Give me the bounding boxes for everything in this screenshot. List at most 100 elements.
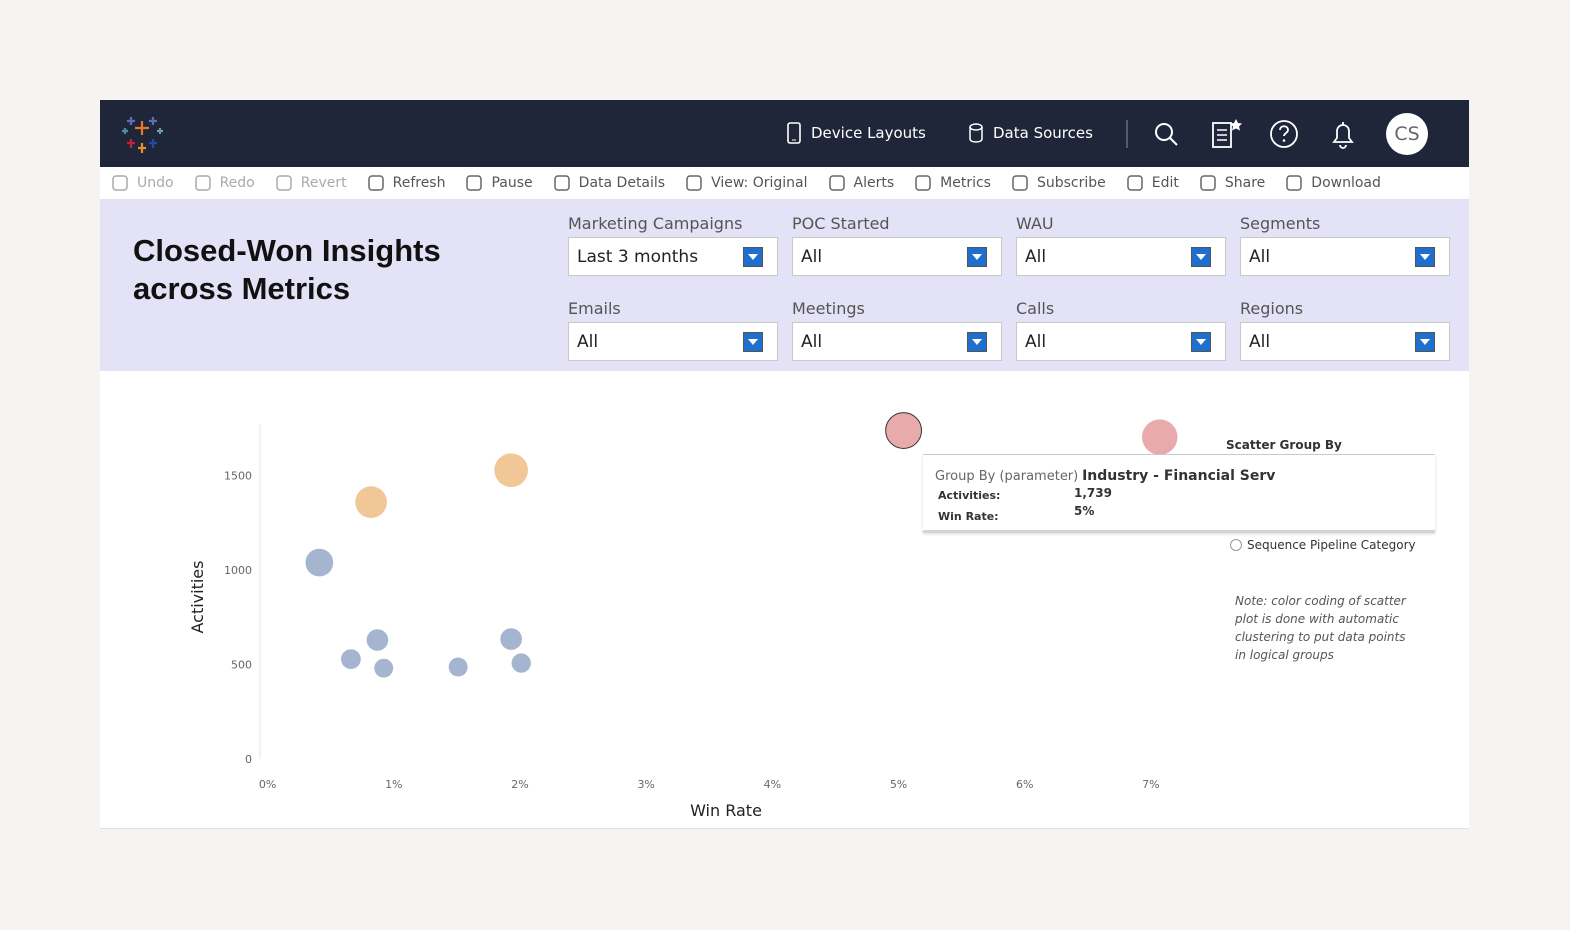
- toolbar-icon: [686, 175, 702, 191]
- dropdown-button[interactable]: [967, 247, 987, 267]
- arrow: [748, 339, 758, 345]
- toolbar: Undo Redo Revert Refresh Pause Data Details Vi…: [100, 167, 1469, 199]
- filter-dropdown[interactable]: All: [1240, 237, 1450, 276]
- help-icon[interactable]: [1268, 118, 1300, 150]
- toolbar-item[interactable]: Alerts: [827, 173, 895, 193]
- arrow: [1420, 339, 1430, 345]
- filter: Calls All: [1016, 299, 1226, 361]
- toolbar-icon: [553, 175, 570, 191]
- dropdown-button[interactable]: [1191, 332, 1211, 352]
- logo[interactable]: [122, 115, 166, 155]
- dropdown-button[interactable]: [967, 332, 987, 352]
- filter-value: All: [1249, 246, 1271, 267]
- data-point: [341, 649, 361, 669]
- toolbar-label: Edit: [1151, 175, 1179, 191]
- toolbar-icon: [112, 175, 128, 191]
- data-point: [500, 628, 522, 650]
- toolbar-item[interactable]: Metrics: [913, 173, 991, 193]
- toolbar-item[interactable]: Download: [1284, 173, 1381, 193]
- avatar[interactable]: CS: [1386, 113, 1428, 155]
- data-point: [355, 486, 387, 518]
- toolbar-item[interactable]: Edit: [1125, 173, 1179, 193]
- dropdown-button[interactable]: [1415, 247, 1435, 267]
- toolbar-icon: [828, 175, 845, 191]
- x-tick-label: 1%: [385, 778, 402, 791]
- tooltip-row-value: 1,739: [1074, 486, 1112, 500]
- tooltip: Group By (parameter) Industry - Financia…: [923, 455, 1435, 533]
- filter-label: Calls: [1016, 299, 1055, 318]
- arrow: [972, 339, 982, 345]
- toolbar-label: Download: [1311, 175, 1381, 191]
- x-tick-label: 3%: [637, 778, 654, 791]
- dropdown-button[interactable]: [743, 332, 763, 352]
- toolbar-item[interactable]: Subscribe: [1010, 173, 1106, 193]
- filter: Segments All: [1240, 214, 1450, 276]
- x-tick-label: 6%: [1016, 778, 1033, 791]
- toolbar-item[interactable]: Share: [1198, 173, 1265, 193]
- filter-dropdown[interactable]: All: [568, 322, 778, 361]
- toolbar-item[interactable]: View: Original: [684, 173, 808, 193]
- filter: Regions All: [1240, 299, 1450, 361]
- filter-dropdown[interactable]: All: [792, 322, 1002, 361]
- toolbar-icon: [1127, 175, 1143, 191]
- toolbar-icon: [276, 175, 292, 191]
- filter-value: All: [801, 246, 823, 267]
- toolbar-item: Undo: [110, 173, 174, 193]
- nav-label: Data Sources: [993, 124, 1093, 142]
- data-point: [494, 453, 528, 488]
- legend-option[interactable]: Sequence Pipeline Category: [1230, 538, 1416, 552]
- filter-dropdown[interactable]: All: [1240, 322, 1450, 361]
- toolbar-icon: [367, 175, 384, 191]
- nav-device-layouts[interactable]: Device Layouts: [786, 122, 926, 144]
- favorites-icon[interactable]: [1210, 117, 1244, 151]
- separator: [1126, 120, 1128, 148]
- arrow: [748, 254, 758, 260]
- filter-dropdown[interactable]: Last 3 months: [568, 237, 778, 276]
- toolbar-icon: [1200, 175, 1216, 191]
- filter-dropdown[interactable]: All: [792, 237, 1002, 276]
- tooltip-row-value: 5%: [1074, 504, 1095, 518]
- arrow: [972, 254, 982, 260]
- x-tick-label: 5%: [890, 778, 907, 791]
- radio[interactable]: [1230, 539, 1242, 551]
- nav-data-sources[interactable]: Data Sources: [968, 122, 1093, 144]
- toolbar-icon: [194, 175, 211, 191]
- toolbar-icon: [915, 175, 931, 191]
- search-icon[interactable]: [1152, 120, 1182, 150]
- data-point: [511, 653, 531, 673]
- arrow: [1420, 254, 1430, 260]
- toolbar-label: View: Original: [711, 175, 808, 191]
- toolbar-item[interactable]: Data Details: [552, 173, 665, 193]
- dropdown-button[interactable]: [1191, 247, 1211, 267]
- filter-dropdown[interactable]: All: [1016, 237, 1226, 276]
- toolbar-item[interactable]: Pause: [464, 173, 533, 193]
- filter: POC Started All: [792, 214, 1002, 276]
- y-tick-label: 0: [245, 753, 252, 766]
- filter: Marketing Campaigns Last 3 months: [568, 214, 778, 276]
- filter: Emails All: [568, 299, 778, 361]
- filter-value: All: [1025, 246, 1047, 267]
- notifications-icon[interactable]: [1327, 118, 1359, 150]
- toolbar-label: Refresh: [392, 175, 446, 191]
- note: Note: color coding of scatter plot is do…: [1235, 594, 1406, 662]
- filter-label: Emails: [568, 299, 621, 318]
- toolbar-label: Pause: [491, 175, 533, 191]
- dropdown-button[interactable]: [1415, 332, 1435, 352]
- dropdown-button[interactable]: [743, 247, 763, 267]
- toolbar-item[interactable]: Refresh: [366, 173, 446, 193]
- toolbar-item: Revert: [274, 173, 347, 193]
- filter-panel: Closed-Won Insights across Metrics Marke…: [100, 199, 1469, 371]
- toolbar-label: Alerts: [853, 175, 895, 191]
- toolbar-label: Share: [1224, 175, 1266, 191]
- data-point: [305, 548, 334, 577]
- data-point: [885, 412, 923, 449]
- toolbar-label: Metrics: [940, 175, 991, 191]
- filter-dropdown[interactable]: All: [1016, 322, 1226, 361]
- icon: [969, 123, 983, 143]
- legend-rule: [923, 454, 1435, 455]
- tooltip-header: Group By (parameter) Industry - Financia…: [935, 468, 1275, 484]
- filter: WAU All: [1016, 214, 1226, 276]
- filter: Meetings All: [792, 299, 1002, 361]
